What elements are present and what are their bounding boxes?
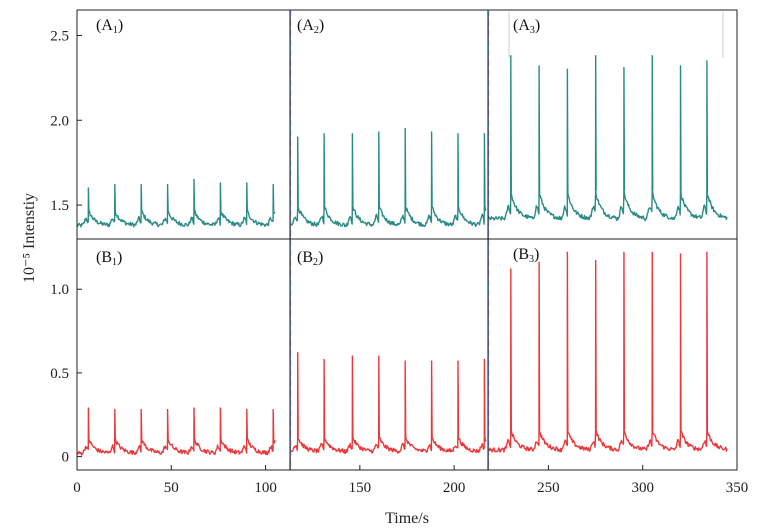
peak-point-A3-2 — [538, 65, 540, 67]
panel-label-B2: (B2) — [297, 249, 323, 268]
peak-point-A3-8 — [706, 60, 708, 62]
peak-point-B2-1 — [297, 352, 299, 354]
series-line-B1 — [76, 407, 276, 456]
x-axis-title: Time/s — [385, 510, 429, 527]
panel-label-A3: (A3) — [513, 17, 540, 36]
peak-point-B3-4 — [594, 260, 597, 262]
x-tick-label: 300 — [631, 480, 654, 496]
peak-point-B2-7 — [457, 360, 459, 362]
peak-point-B3-2 — [538, 261, 540, 264]
peak-point-B1-5 — [193, 407, 195, 409]
y-axis-title: 10⁻⁵ Intenstiy — [21, 193, 38, 283]
peak-point-A2-3 — [351, 133, 353, 135]
peak-point-A2-7 — [457, 133, 459, 135]
peak-point-B3-7 — [679, 253, 682, 255]
y-tick-label-bottom: 0.5 — [50, 366, 69, 382]
series-line-B2 — [289, 352, 487, 455]
peak-point-B2-4 — [378, 355, 380, 357]
peak-point-A1-7 — [246, 182, 248, 184]
peak-point-B2-8 — [483, 358, 485, 361]
peak-point-A3-3 — [566, 68, 568, 70]
series-line-A2 — [289, 128, 487, 228]
panel-label-B1: (B1) — [96, 249, 122, 268]
peak-point-A1-5 — [193, 179, 195, 181]
panel-label-A2: (A2) — [297, 17, 324, 36]
peak-point-B3-1 — [510, 268, 512, 270]
x-tick-label: 350 — [726, 480, 749, 496]
peak-point-B1-4 — [166, 409, 169, 411]
x-tick-label: 50 — [164, 480, 179, 496]
peak-point-A2-1 — [297, 136, 299, 138]
frame-layer — [76, 9, 738, 471]
peak-point-A3-6 — [651, 55, 653, 57]
x-tick-label: 200 — [443, 480, 466, 496]
peak-point-A3-4 — [594, 55, 597, 57]
peak-point-B3-3 — [566, 251, 568, 253]
peak-point-B2-2 — [323, 358, 325, 361]
x-tick-label: 0 — [73, 480, 81, 496]
y-tick-label-top: 2.5 — [50, 28, 69, 44]
peak-point-A3-5 — [623, 67, 625, 69]
peak-point-A1-1 — [87, 187, 89, 189]
peak-point-B3-8 — [706, 251, 708, 253]
peak-point-B2-5 — [404, 360, 406, 362]
peak-point-B2-6 — [430, 360, 433, 362]
peak-point-A1-6 — [219, 182, 221, 184]
panel-label-A1: (A1) — [96, 17, 123, 36]
y-tick-label-top: 1.5 — [50, 198, 69, 214]
peak-point-B2-3 — [351, 355, 353, 357]
label-layer: (A1) (A2) (A3) (B1) (B2) (B3) — [96, 17, 540, 268]
series-line-A1 — [76, 178, 276, 228]
peak-point-A3-7 — [679, 65, 682, 67]
peak-point-A2-4 — [378, 131, 380, 133]
peak-point-A2-6 — [430, 131, 433, 133]
peak-point-B1-8 — [272, 409, 274, 411]
y-tick-label-top: 2.0 — [50, 113, 69, 129]
peak-point-A1-2 — [114, 184, 116, 186]
y-tick-label-bottom: 0 — [62, 450, 70, 466]
peak-point-A2-2 — [323, 133, 325, 135]
peak-point-B1-6 — [219, 407, 221, 409]
peak-point-B1-2 — [114, 409, 116, 411]
series-line-A3 — [487, 55, 728, 222]
peak-point-A2-8 — [483, 133, 485, 135]
series-layer — [76, 55, 728, 456]
peak-point-B1-1 — [87, 407, 89, 409]
x-tick-label: 150 — [349, 480, 372, 496]
y-tick-label-bottom: 1.0 — [50, 282, 69, 298]
peak-point-B3-6 — [651, 251, 653, 253]
peak-point-B1-3 — [140, 409, 142, 411]
peak-point-A3-1 — [510, 55, 512, 57]
peak-point-A1-4 — [166, 184, 169, 186]
peak-point-A1-8 — [272, 184, 274, 186]
peak-point-A2-5 — [404, 128, 406, 130]
plot-frame — [76, 9, 738, 471]
tick-layer: 0 50 100 150 200 250 300 350 1.5 2.0 2.5 0 0.5 1.0 — [50, 28, 748, 496]
peak-point-A1-3 — [140, 184, 142, 186]
peak-point-B1-7 — [246, 409, 248, 411]
x-tick-label: 100 — [254, 480, 277, 496]
panel-label-B3: (B3) — [513, 246, 539, 265]
series-line-B3 — [487, 251, 728, 453]
peak-point-B3-5 — [623, 251, 625, 253]
x-tick-label: 250 — [537, 480, 560, 496]
